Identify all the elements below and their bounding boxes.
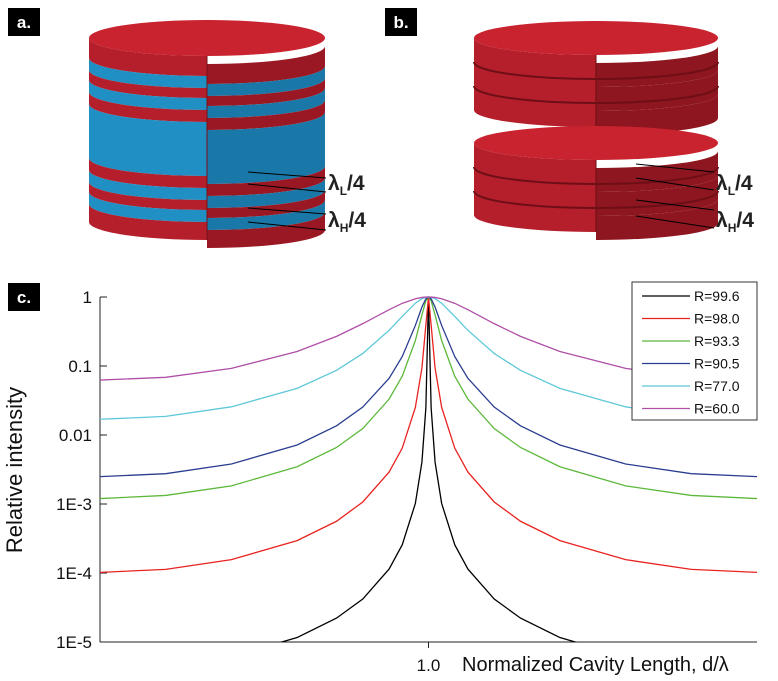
y-tick-label: 1: [83, 288, 92, 307]
layer: [207, 78, 325, 106]
annotation: λH/4: [716, 209, 754, 235]
annotation-symbol: λ: [716, 209, 728, 232]
layer: [596, 175, 718, 216]
layer: [89, 38, 207, 76]
layer: [89, 104, 207, 176]
layer: [474, 143, 596, 184]
y-tick-label: 1E-5: [56, 633, 92, 652]
top-face: [89, 38, 207, 56]
layer: [474, 38, 596, 79]
layer: [596, 151, 718, 192]
legend-label: R=60.0: [694, 401, 740, 417]
y-tick-label: 1E-3: [56, 495, 92, 514]
layer: [596, 46, 718, 87]
panel-label: c.: [17, 288, 31, 307]
layer: [89, 70, 207, 98]
y-tick-label: 1E-4: [56, 564, 92, 583]
annotation-subscript: H: [728, 221, 737, 235]
layer: [89, 182, 207, 210]
annotation-subscript: L: [340, 184, 347, 198]
layer: [89, 204, 207, 240]
layer: [207, 66, 325, 96]
layer: [207, 88, 325, 118]
full-half: [474, 143, 596, 232]
annotation-symbol: λ: [328, 209, 340, 232]
y-tick-label: 0.01: [59, 426, 92, 445]
legend-label: R=98.0: [694, 311, 740, 327]
y-tick-label: 0.1: [68, 357, 92, 376]
y-axis-label: Relative intensity: [2, 387, 27, 553]
layer: [474, 191, 596, 232]
panel-label-box: [385, 8, 417, 36]
illustrations: [89, 20, 719, 248]
annotation-subscript: H: [340, 221, 349, 235]
series-line: [100, 296, 757, 381]
layer: [89, 92, 207, 122]
full-half: [474, 38, 596, 127]
layer: [207, 112, 325, 184]
cut-half: [596, 46, 718, 135]
full-half: [89, 38, 207, 240]
legend-box: [631, 281, 758, 421]
annotation: λL/4: [328, 172, 365, 198]
layer: [207, 212, 325, 248]
layer: [207, 200, 325, 230]
layer: [596, 70, 718, 111]
annotation-text: /4: [347, 172, 365, 195]
annotation-text: /4: [736, 209, 754, 232]
x-axis-label: Normalized Cavity Length, d/λ: [462, 654, 729, 676]
layer: [89, 58, 207, 88]
panel-label: a.: [17, 13, 31, 32]
annotation: λH/4: [328, 209, 366, 235]
annotation-subscript: L: [728, 184, 735, 198]
layer: [474, 86, 596, 127]
legend-label: R=77.0: [694, 378, 740, 394]
legend: R=99.6 R=98.0 R=93.3 R=90.5 R=77.0 R=60.0: [631, 281, 758, 421]
layer: [207, 190, 325, 218]
annotation: λL/4: [716, 172, 753, 198]
chart: Relative intensity Normalized Cavity Len…: [2, 281, 758, 676]
layer: [89, 192, 207, 222]
layer: [89, 80, 207, 110]
legend-label: R=90.5: [694, 356, 740, 372]
x-tick-label: 1.0: [417, 656, 441, 675]
annotation-text: /4: [735, 172, 753, 195]
panel-label-box: [8, 8, 40, 36]
annotation-symbol: λ: [328, 172, 340, 195]
legend-label: R=93.3: [694, 333, 740, 349]
annotation-text: /4: [348, 209, 366, 232]
layer: [89, 158, 207, 188]
layer: [207, 100, 325, 130]
layer: [474, 167, 596, 208]
annotation-lines: [247, 163, 715, 231]
panel-label: b.: [393, 13, 408, 32]
layer: [596, 94, 718, 135]
top-face: [474, 143, 596, 160]
plot-area: [100, 295, 757, 642]
annotation-symbol: λ: [716, 172, 728, 195]
layer: [207, 46, 325, 84]
legend-label: R=99.6: [694, 288, 740, 304]
layer: [207, 178, 325, 208]
cut-half: [207, 46, 325, 248]
top-face: [474, 38, 596, 55]
panel-label-box: [8, 283, 40, 311]
layer: [89, 170, 207, 200]
layer: [474, 62, 596, 103]
